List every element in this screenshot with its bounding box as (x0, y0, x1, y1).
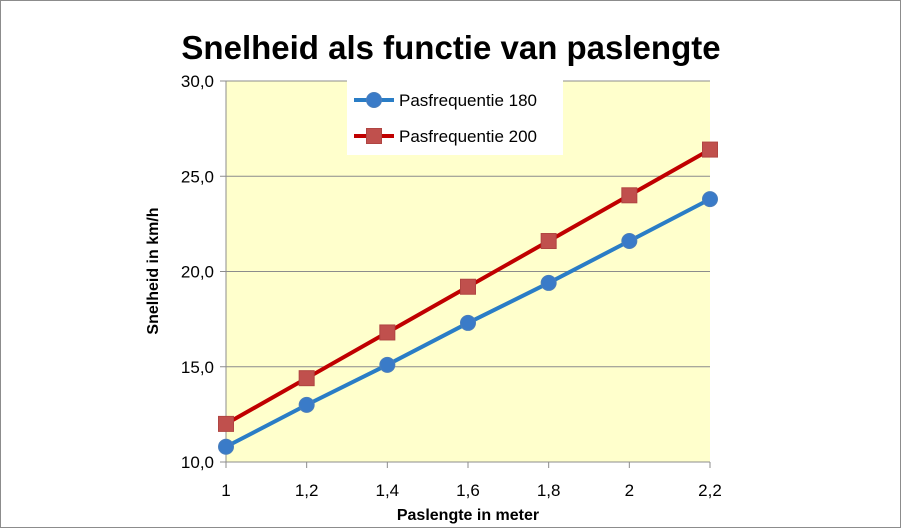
data-point (218, 415, 234, 432)
legend: Pasfrequentie 180 Pasfrequentie 200 (347, 79, 563, 155)
data-point (298, 370, 315, 387)
data-point (379, 324, 396, 341)
data-point (702, 141, 718, 158)
data-point (460, 314, 476, 331)
y-tick-labels: 10,0 15,0 20,0 25,0 30,0 (181, 72, 214, 472)
y-tick-label: 20,0 (181, 263, 214, 282)
x-tick-label: 1,8 (537, 481, 561, 500)
data-point (540, 274, 557, 291)
legend-label: Pasfrequentie 180 (399, 91, 537, 110)
legend-marker (366, 128, 382, 144)
data-point (218, 438, 234, 455)
y-axis-title: Snelheid in km/h (145, 207, 162, 334)
x-tick-labels: 1 1,2 1,4 1,6 1,8 2 2,2 (221, 481, 722, 500)
legend-box (347, 79, 563, 155)
series-layer (218, 141, 718, 455)
x-tick-label: 2,2 (698, 481, 722, 500)
legend-marker (366, 92, 382, 108)
x-tick-label: 1,2 (295, 481, 319, 500)
series-1 (218, 191, 718, 455)
legend-item: Pasfrequentie 180 (354, 91, 537, 110)
legend-item: Pasfrequentie 200 (354, 127, 537, 146)
x-tick-label: 1,6 (456, 481, 480, 500)
axes (225, 81, 711, 468)
data-point (460, 278, 476, 295)
legend-label: Pasfrequentie 200 (399, 127, 537, 146)
data-point (621, 187, 638, 204)
chart-title: Snelheid als functie van paslengte (181, 29, 720, 66)
x-axis-title: Paslengte in meter (397, 507, 539, 524)
y-tick-label: 15,0 (181, 358, 214, 377)
y-tick-label: 30,0 (181, 72, 214, 91)
data-point (379, 356, 396, 373)
x-tick-label: 1 (221, 481, 230, 500)
series-2 (218, 141, 718, 432)
data-point (702, 191, 718, 208)
data-point (621, 233, 638, 250)
x-tick-label: 1,4 (376, 481, 400, 500)
y-tick-label: 10,0 (181, 453, 214, 472)
data-point (540, 233, 557, 250)
y-tick-label: 25,0 (181, 167, 214, 186)
x-tick-label: 2 (625, 481, 634, 500)
data-point (298, 396, 315, 413)
